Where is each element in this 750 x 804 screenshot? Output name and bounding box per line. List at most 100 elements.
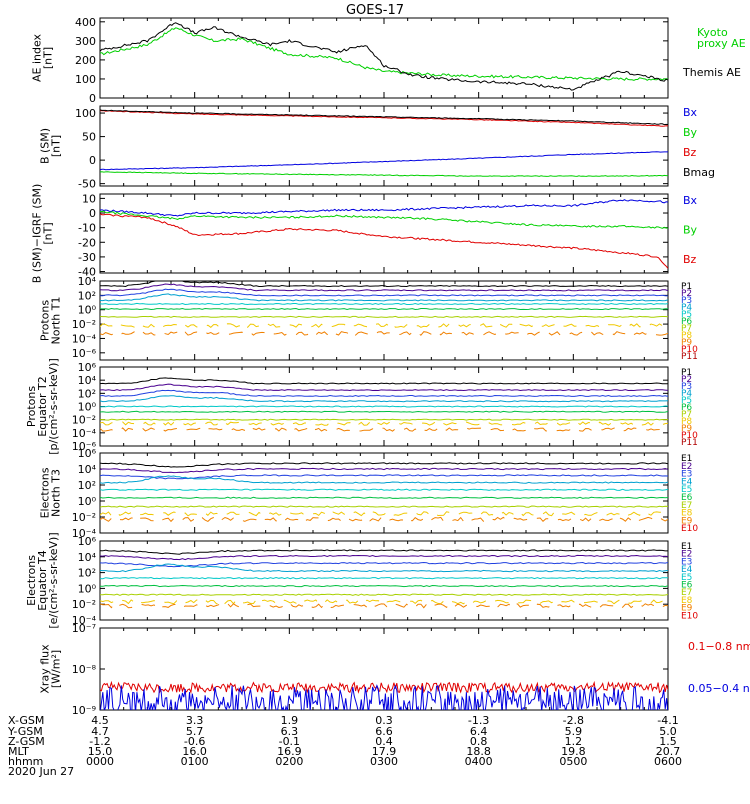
- y-tick-label: 10²: [78, 387, 96, 400]
- y-tick-label: -10: [78, 222, 96, 235]
- channel-label: P11: [681, 352, 698, 362]
- x-tick-label: 0200: [275, 755, 303, 768]
- x-row-label: hhmm: [8, 755, 43, 768]
- channel-label: E10: [681, 611, 698, 621]
- y-tick-label: 10⁴: [78, 551, 97, 564]
- channel-line-p6: [100, 309, 668, 310]
- y-tick-label: 0: [89, 207, 96, 220]
- y-axis-label: [W/m²]: [50, 650, 63, 688]
- y-tick-label: 10⁶: [78, 361, 97, 374]
- channel-line-p7: [100, 316, 668, 317]
- channel-line-e7: [100, 506, 668, 507]
- series-group: [100, 463, 668, 522]
- series-group: [100, 550, 668, 608]
- series-group: [100, 280, 668, 336]
- legend-label: 0.1−0.8 nm: [688, 640, 750, 653]
- panel-frame: [100, 628, 668, 710]
- series-group: [100, 110, 668, 176]
- y-tick-label: 10⁴: [78, 275, 97, 288]
- channel-line-p8: [100, 324, 668, 328]
- y-tick-label: 10⁻⁴: [72, 427, 97, 440]
- y-tick-label: 10⁰: [78, 582, 97, 595]
- x-tick-label: 0000: [86, 755, 114, 768]
- channel-line-e1: [100, 550, 668, 554]
- legend-label: 0.05−0.4 nm: [688, 682, 750, 695]
- y-axis-label: North T3: [50, 469, 63, 517]
- y-axis-label: [nT]: [42, 222, 55, 244]
- y-tick-label: 10⁰: [78, 401, 97, 414]
- panel-frame: [100, 194, 668, 273]
- channel-line-p5: [100, 303, 668, 304]
- channel-line-p9: [100, 332, 668, 336]
- channel-line-e7: [100, 594, 668, 595]
- y-tick-label: 100: [75, 73, 96, 86]
- channel-line-e4: [100, 564, 668, 572]
- series-line-bx: [100, 152, 668, 170]
- legend-label: Bz: [683, 146, 697, 159]
- series-group: [100, 23, 668, 90]
- panel-frame: [100, 18, 668, 98]
- y-tick-label: -20: [78, 236, 96, 249]
- channel-line-e4: [100, 476, 668, 483]
- y-tick-label: 10⁻²: [72, 414, 96, 427]
- channel-line-p5: [100, 406, 668, 407]
- y-tick-label: -30: [78, 251, 96, 264]
- y-axis-label: [e/(cm²-s-sr-keV)]: [47, 532, 60, 628]
- legend-label: Bz: [683, 253, 697, 266]
- channel-line-e1: [100, 463, 668, 467]
- x-tick-label: 0500: [559, 755, 587, 768]
- channel-line-p8: [100, 422, 668, 425]
- y-axis-label: [nT]: [42, 47, 55, 69]
- y-tick-label: 10²: [78, 479, 96, 492]
- y-tick-label: 10⁴: [78, 374, 97, 387]
- channel-line-e6: [100, 585, 668, 586]
- channel-line-e9: [100, 517, 668, 521]
- channel-line-e5: [100, 489, 668, 490]
- y-axis-label: [p/(cm²-s-sr-keV)]: [47, 358, 60, 455]
- channel-line-p3: [100, 390, 668, 396]
- chart-title: GOES-17: [346, 3, 404, 18]
- x-tick-label: 0300: [370, 755, 398, 768]
- channel-label: P11: [681, 438, 698, 448]
- y-tick-label: 50: [82, 131, 96, 144]
- y-tick-label: 10⁰: [78, 304, 97, 317]
- channel-line-e9: [100, 604, 668, 608]
- y-tick-label: 10⁻²: [72, 598, 96, 611]
- y-tick-label: 0: [89, 154, 96, 167]
- y-tick-label: 10²: [78, 567, 96, 580]
- panel-frame: [100, 281, 668, 360]
- channel-line-e2: [100, 555, 668, 559]
- channel-line-p7: [100, 419, 668, 420]
- channel-line-p9: [100, 428, 668, 431]
- legend-label: By: [683, 224, 698, 237]
- series-line-by: [100, 172, 668, 177]
- y-tick-label: 100: [75, 107, 96, 120]
- x-tick-label: 0100: [181, 755, 209, 768]
- y-tick-label: 10: [82, 192, 96, 205]
- series-group: [100, 378, 668, 431]
- legend-label: Bmag: [683, 166, 715, 179]
- legend-label: Bx: [683, 106, 698, 119]
- legend-label: Themis AE: [682, 66, 741, 79]
- channel-line-e2: [100, 468, 668, 472]
- series-line-bz: [100, 214, 668, 269]
- y-tick-label: 10⁻²: [72, 318, 96, 331]
- y-tick-label: 10⁻⁶: [72, 347, 97, 360]
- channel-label: E10: [681, 524, 698, 534]
- y-tick-label: 400: [75, 16, 96, 29]
- channel-line-p6: [100, 411, 668, 412]
- y-tick-label: 10⁶: [78, 535, 97, 548]
- y-tick-label: 10²: [78, 289, 96, 302]
- y-tick-label: 10⁻²: [72, 511, 96, 524]
- y-tick-label: 10⁻⁸: [72, 663, 97, 676]
